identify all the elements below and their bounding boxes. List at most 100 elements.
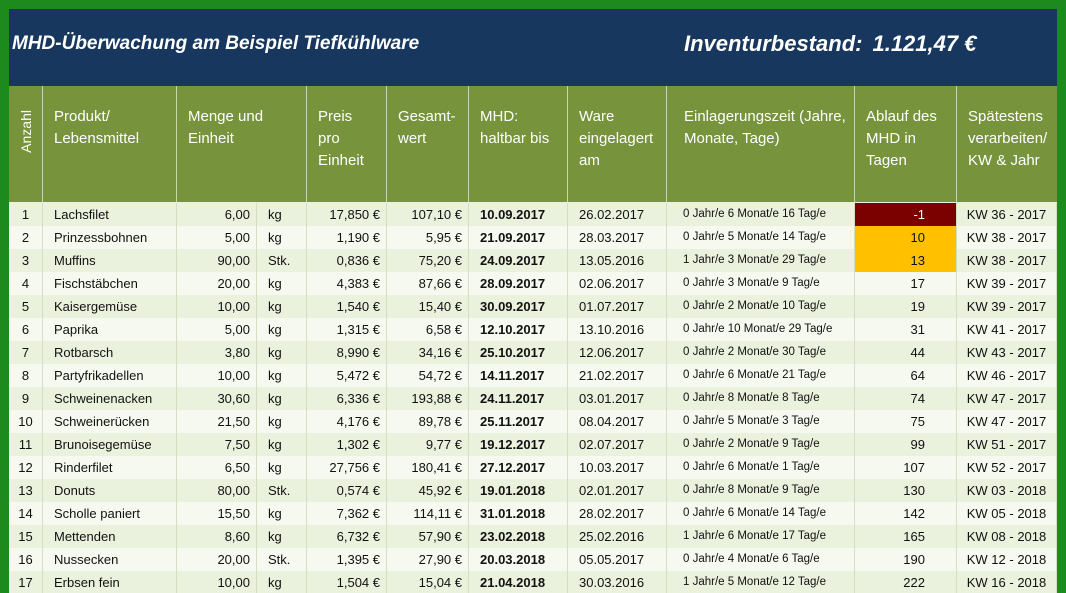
cell-ablauf[interactable]: 44: [855, 341, 957, 364]
cell-gesamtwert[interactable]: 54,72 €: [387, 364, 469, 387]
cell-einheit[interactable]: kg: [257, 341, 307, 364]
cell-kw[interactable]: KW 38 - 2017: [957, 249, 1057, 272]
cell-einlagerungszeit[interactable]: 0 Jahr/e 10 Monat/e 29 Tag/e: [667, 318, 855, 341]
cell-menge[interactable]: 30,60: [177, 387, 257, 410]
cell-einheit[interactable]: kg: [257, 272, 307, 295]
cell-ablauf[interactable]: 17: [855, 272, 957, 295]
cell-anzahl[interactable]: 13: [9, 479, 43, 502]
cell-eingelagert[interactable]: 25.02.2016: [568, 525, 667, 548]
cell-anzahl[interactable]: 7: [9, 341, 43, 364]
cell-gesamtwert[interactable]: 5,95 €: [387, 226, 469, 249]
cell-produkt[interactable]: Partyfrikadellen: [43, 364, 177, 387]
cell-mhd[interactable]: 21.04.2018: [469, 571, 568, 593]
cell-mhd[interactable]: 24.09.2017: [469, 249, 568, 272]
cell-kw[interactable]: KW 16 - 2018: [957, 571, 1057, 593]
cell-mhd[interactable]: 27.12.2017: [469, 456, 568, 479]
cell-einheit[interactable]: Stk.: [257, 479, 307, 502]
cell-eingelagert[interactable]: 03.01.2017: [568, 387, 667, 410]
cell-ablauf[interactable]: 222: [855, 571, 957, 593]
cell-eingelagert[interactable]: 02.01.2017: [568, 479, 667, 502]
cell-produkt[interactable]: Lachsfilet: [43, 203, 177, 226]
cell-einlagerungszeit[interactable]: 0 Jahr/e 5 Monat/e 14 Tag/e: [667, 226, 855, 249]
header-ablauf[interactable]: Ablauf des MHD in Tagen: [855, 86, 957, 202]
cell-preis[interactable]: 4,176 €: [307, 410, 387, 433]
cell-einheit[interactable]: kg: [257, 295, 307, 318]
cell-produkt[interactable]: Rinderfilet: [43, 456, 177, 479]
cell-kw[interactable]: KW 47 - 2017: [957, 387, 1057, 410]
cell-menge[interactable]: 7,50: [177, 433, 257, 456]
cell-einlagerungszeit[interactable]: 0 Jahr/e 3 Monat/e 9 Tag/e: [667, 272, 855, 295]
cell-preis[interactable]: 27,756 €: [307, 456, 387, 479]
cell-mhd[interactable]: 23.02.2018: [469, 525, 568, 548]
cell-anzahl[interactable]: 6: [9, 318, 43, 341]
cell-preis[interactable]: 1,504 €: [307, 571, 387, 593]
cell-menge[interactable]: 80,00: [177, 479, 257, 502]
cell-anzahl[interactable]: 9: [9, 387, 43, 410]
cell-mhd[interactable]: 12.10.2017: [469, 318, 568, 341]
header-produkt[interactable]: Produkt/ Lebensmittel: [43, 86, 177, 202]
cell-gesamtwert[interactable]: 15,04 €: [387, 571, 469, 593]
cell-mhd[interactable]: 30.09.2017: [469, 295, 568, 318]
cell-einheit[interactable]: kg: [257, 318, 307, 341]
cell-preis[interactable]: 5,472 €: [307, 364, 387, 387]
cell-gesamtwert[interactable]: 114,11 €: [387, 502, 469, 525]
cell-anzahl[interactable]: 4: [9, 272, 43, 295]
cell-preis[interactable]: 7,362 €: [307, 502, 387, 525]
cell-einlagerungszeit[interactable]: 0 Jahr/e 2 Monat/e 9 Tag/e: [667, 433, 855, 456]
cell-eingelagert[interactable]: 12.06.2017: [568, 341, 667, 364]
cell-kw[interactable]: KW 12 - 2018: [957, 548, 1057, 571]
cell-eingelagert[interactable]: 08.04.2017: [568, 410, 667, 433]
cell-kw[interactable]: KW 46 - 2017: [957, 364, 1057, 387]
cell-gesamtwert[interactable]: 6,58 €: [387, 318, 469, 341]
cell-einlagerungszeit[interactable]: 0 Jahr/e 8 Monat/e 8 Tag/e: [667, 387, 855, 410]
cell-kw[interactable]: KW 41 - 2017: [957, 318, 1057, 341]
cell-einheit[interactable]: kg: [257, 571, 307, 593]
cell-ablauf[interactable]: 165: [855, 525, 957, 548]
cell-gesamtwert[interactable]: 180,41 €: [387, 456, 469, 479]
cell-kw[interactable]: KW 39 - 2017: [957, 272, 1057, 295]
cell-produkt[interactable]: Mettenden: [43, 525, 177, 548]
cell-produkt[interactable]: Schweinerücken: [43, 410, 177, 433]
cell-mhd[interactable]: 20.03.2018: [469, 548, 568, 571]
cell-einheit[interactable]: kg: [257, 525, 307, 548]
cell-kw[interactable]: KW 52 - 2017: [957, 456, 1057, 479]
header-menge[interactable]: Menge und Einheit: [177, 86, 307, 202]
cell-einlagerungszeit[interactable]: 0 Jahr/e 6 Monat/e 1 Tag/e: [667, 456, 855, 479]
cell-eingelagert[interactable]: 28.03.2017: [568, 226, 667, 249]
cell-eingelagert[interactable]: 02.06.2017: [568, 272, 667, 295]
cell-ablauf[interactable]: 142: [855, 502, 957, 525]
cell-einlagerungszeit[interactable]: 1 Jahr/e 3 Monat/e 29 Tag/e: [667, 249, 855, 272]
cell-einheit[interactable]: kg: [257, 410, 307, 433]
cell-einlagerungszeit[interactable]: 1 Jahr/e 6 Monat/e 17 Tag/e: [667, 525, 855, 548]
cell-menge[interactable]: 6,00: [177, 203, 257, 226]
cell-eingelagert[interactable]: 13.10.2016: [568, 318, 667, 341]
cell-produkt[interactable]: Brunoisegemüse: [43, 433, 177, 456]
cell-mhd[interactable]: 14.11.2017: [469, 364, 568, 387]
cell-gesamtwert[interactable]: 89,78 €: [387, 410, 469, 433]
cell-mhd[interactable]: 24.11.2017: [469, 387, 568, 410]
cell-ablauf[interactable]: 31: [855, 318, 957, 341]
cell-gesamtwert[interactable]: 27,90 €: [387, 548, 469, 571]
cell-preis[interactable]: 6,336 €: [307, 387, 387, 410]
cell-produkt[interactable]: Prinzessbohnen: [43, 226, 177, 249]
cell-menge[interactable]: 10,00: [177, 295, 257, 318]
cell-ablauf[interactable]: 130: [855, 479, 957, 502]
cell-preis[interactable]: 1,315 €: [307, 318, 387, 341]
cell-kw[interactable]: KW 03 - 2018: [957, 479, 1057, 502]
cell-ablauf[interactable]: 190: [855, 548, 957, 571]
cell-mhd[interactable]: 10.09.2017: [469, 203, 568, 226]
cell-menge[interactable]: 6,50: [177, 456, 257, 479]
cell-gesamtwert[interactable]: 193,88 €: [387, 387, 469, 410]
cell-einlagerungszeit[interactable]: 0 Jahr/e 6 Monat/e 14 Tag/e: [667, 502, 855, 525]
cell-ablauf[interactable]: 99: [855, 433, 957, 456]
cell-mhd[interactable]: 31.01.2018: [469, 502, 568, 525]
header-mhd[interactable]: MHD: haltbar bis: [469, 86, 568, 202]
cell-preis[interactable]: 1,395 €: [307, 548, 387, 571]
cell-eingelagert[interactable]: 05.05.2017: [568, 548, 667, 571]
cell-einlagerungszeit[interactable]: 0 Jahr/e 2 Monat/e 10 Tag/e: [667, 295, 855, 318]
cell-menge[interactable]: 20,00: [177, 272, 257, 295]
cell-preis[interactable]: 1,540 €: [307, 295, 387, 318]
cell-einlagerungszeit[interactable]: 0 Jahr/e 8 Monat/e 9 Tag/e: [667, 479, 855, 502]
header-einlagerung[interactable]: Einlagerungszeit (Jahre, Monate, Tage): [667, 86, 855, 202]
cell-produkt[interactable]: Erbsen fein: [43, 571, 177, 593]
